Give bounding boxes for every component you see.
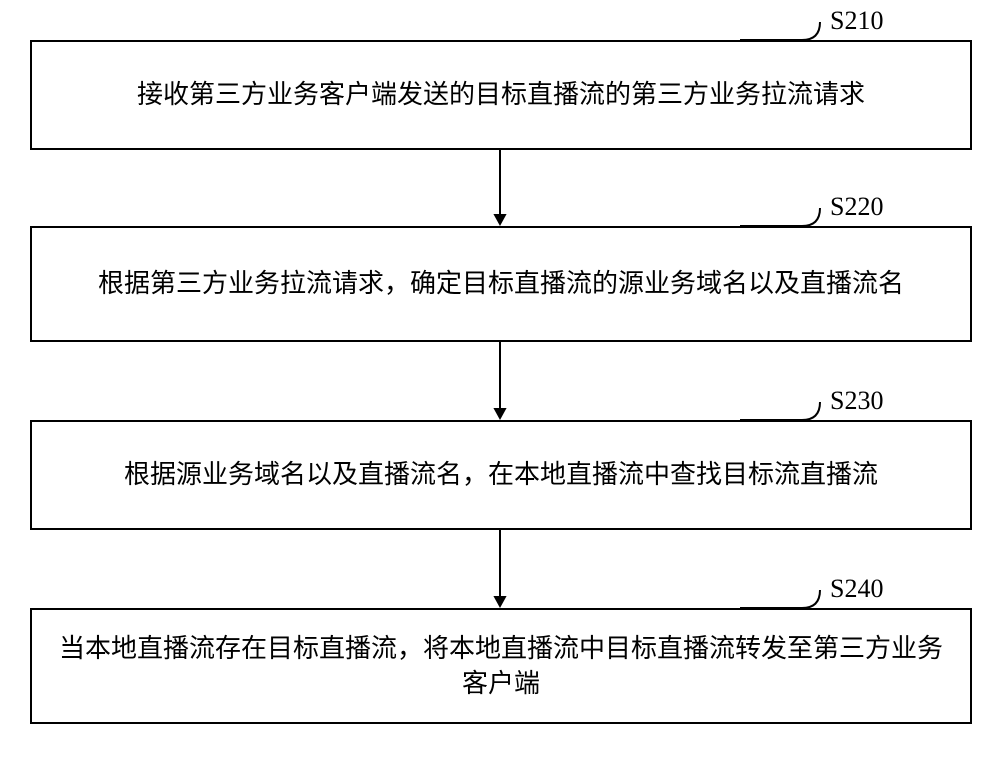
arrow-3 <box>0 0 1000 773</box>
flowchart-canvas: 接收第三方业务客户端发送的目标直播流的第三方业务拉流请求S210根据第三方业务拉… <box>0 0 1000 773</box>
